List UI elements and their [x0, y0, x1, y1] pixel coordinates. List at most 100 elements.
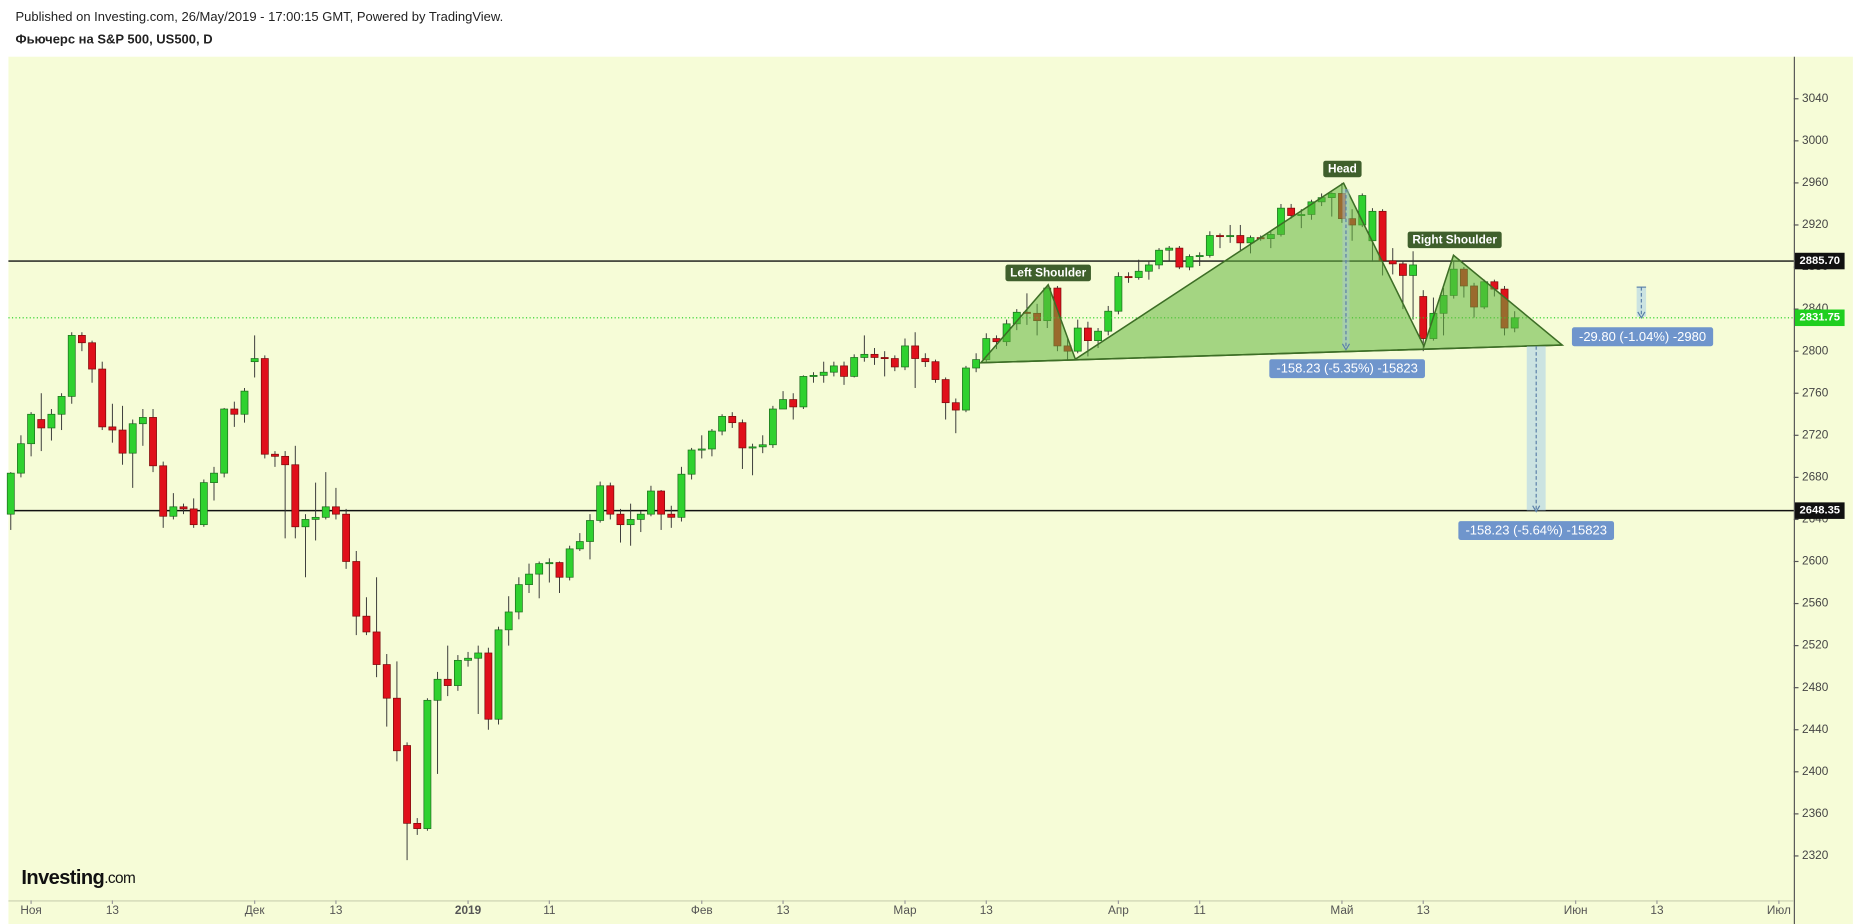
candle-body	[301, 519, 310, 528]
candle-body	[1165, 247, 1174, 251]
candle-body	[169, 506, 178, 517]
measure-box	[1269, 359, 1425, 379]
candle-body	[911, 345, 920, 359]
candle-body	[850, 357, 859, 377]
x-tick-label: Апр	[1108, 903, 1129, 917]
candle-body	[47, 413, 56, 429]
candle-body	[17, 443, 25, 474]
candle-body	[718, 416, 726, 432]
y-tick-label: 2600	[1802, 554, 1829, 568]
candle-body	[789, 399, 798, 408]
x-tick-label: 13	[1417, 903, 1431, 917]
candle-body	[657, 490, 666, 515]
x-tick-label: 11	[1194, 903, 1206, 917]
candle-body	[941, 379, 950, 404]
candle-body	[575, 541, 584, 550]
candle-body	[921, 358, 930, 363]
x-tick-label: 11	[543, 903, 555, 917]
y-tick-label: 2680	[1802, 469, 1829, 483]
logo-suffix: .com	[104, 870, 135, 887]
y-tick-label: 2320	[1802, 848, 1829, 862]
candle-body	[1073, 327, 1082, 352]
candle-body	[67, 335, 76, 397]
candle-body	[6, 472, 15, 515]
candle-body	[1185, 256, 1194, 268]
candle-body	[413, 822, 422, 829]
candle-body	[98, 368, 107, 428]
candle-body	[708, 430, 716, 450]
candle-body	[423, 699, 432, 829]
candle-body	[37, 419, 46, 429]
candle-body	[829, 365, 838, 373]
candle-body	[758, 444, 767, 448]
candle-body	[535, 563, 544, 575]
candle-body	[484, 652, 493, 720]
candle-body	[352, 561, 361, 617]
pattern-label-box	[1005, 264, 1091, 282]
candle-body	[1399, 263, 1407, 276]
candle-body	[230, 408, 239, 415]
logo: Investing.com	[21, 867, 135, 889]
candle-body	[799, 376, 808, 408]
measure-label: -29.80 (-1.04%) -2980	[1579, 329, 1706, 344]
candle-body	[138, 417, 147, 425]
candle-body	[1124, 276, 1133, 279]
x-tick-label: Июн	[1564, 903, 1588, 917]
candle-body	[606, 485, 615, 515]
candle-body	[149, 417, 157, 467]
price-line-tag	[1794, 252, 1845, 270]
candle-body	[443, 678, 452, 686]
price-line-label: 2885.70	[1799, 255, 1840, 267]
candle-body	[728, 416, 737, 424]
y-tick-label: 2720	[1802, 427, 1829, 441]
candle-body	[890, 358, 899, 368]
candle-body	[951, 402, 960, 411]
measure-box	[1458, 521, 1615, 540]
y-tick-label: 3000	[1802, 133, 1829, 147]
published-note: Published on Investing.com, 26/May/2019 …	[15, 9, 503, 24]
candle-body	[342, 513, 351, 562]
candle-body	[1287, 207, 1296, 216]
price-line-label: 2648.35	[1799, 505, 1840, 517]
head-and-shoulders-shape	[979, 182, 1565, 364]
candle-body	[403, 745, 411, 824]
y-tick-label: 2560	[1802, 596, 1829, 610]
candle-body	[362, 615, 371, 633]
candle-body	[748, 446, 757, 449]
candle-body	[870, 353, 879, 358]
candle-body	[78, 335, 86, 344]
candle-body	[372, 631, 381, 665]
candle-body	[128, 423, 137, 454]
candle-body	[118, 429, 127, 454]
x-tick-label: Июл	[1767, 903, 1791, 917]
pattern-label: Head	[1328, 162, 1357, 176]
candle-body	[901, 345, 909, 368]
candle-body	[1195, 255, 1204, 258]
candle-body	[697, 448, 706, 451]
candle-body	[687, 449, 696, 475]
y-tick-label: 2800	[1802, 343, 1829, 357]
candle-body	[616, 513, 625, 526]
candle-body	[1236, 235, 1245, 244]
x-tick-label: Ноя	[20, 903, 41, 917]
pattern-label-box	[1323, 160, 1362, 178]
candle-body	[321, 506, 330, 518]
candle-body	[768, 408, 777, 446]
candle-body	[860, 353, 869, 358]
candle-body	[1226, 235, 1235, 238]
candle-body	[382, 664, 391, 699]
measure-label: -158.23 (-5.35%) -15823	[1276, 361, 1417, 376]
x-tick-label: Дек	[245, 903, 266, 917]
candle-body	[179, 506, 188, 510]
candle-body	[809, 374, 818, 377]
candle-body	[677, 473, 686, 518]
price-line-tag	[1794, 502, 1845, 519]
pattern	[979, 182, 1647, 513]
candle-body	[880, 357, 889, 360]
candle-body	[88, 342, 96, 370]
measure-box	[1571, 327, 1714, 347]
candle-body	[57, 396, 66, 415]
candle-body	[840, 365, 848, 377]
